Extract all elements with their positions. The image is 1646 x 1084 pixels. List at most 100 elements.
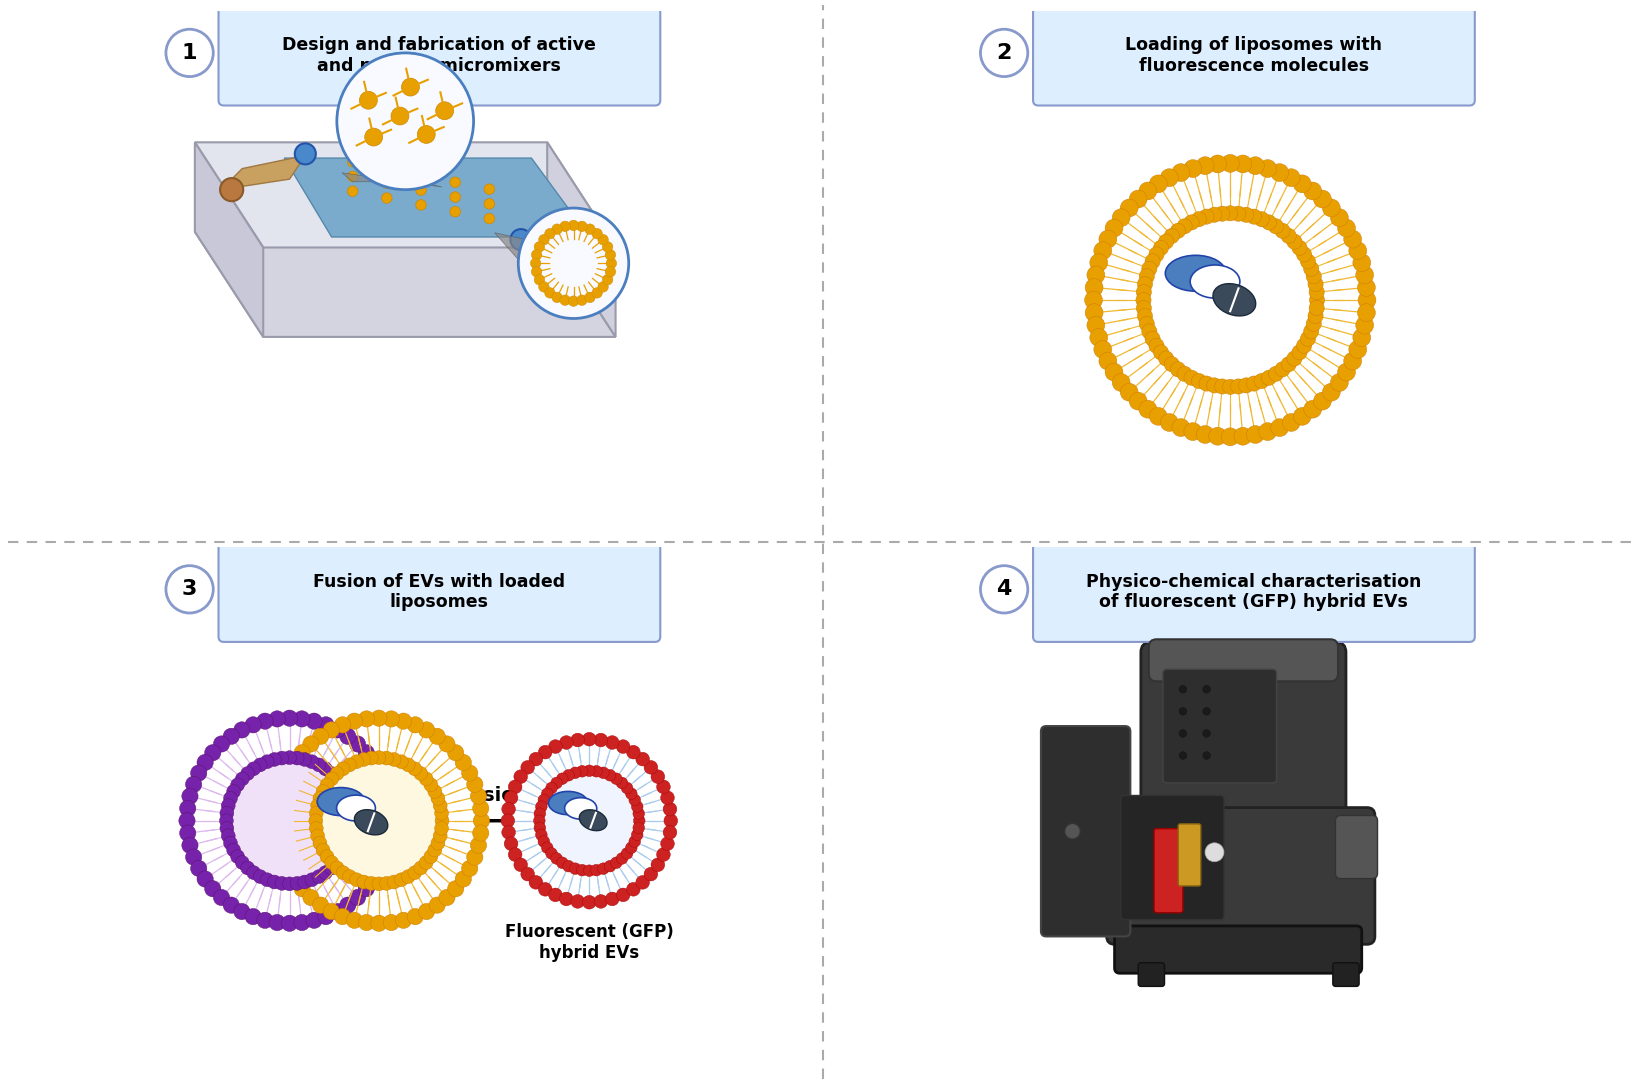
Circle shape: [538, 746, 551, 759]
Circle shape: [436, 102, 454, 119]
Circle shape: [1179, 707, 1188, 717]
Circle shape: [392, 107, 408, 125]
Circle shape: [1281, 229, 1297, 244]
Circle shape: [1136, 284, 1152, 299]
Circle shape: [981, 566, 1027, 612]
Circle shape: [1215, 379, 1230, 395]
Circle shape: [336, 866, 351, 879]
Circle shape: [1261, 215, 1277, 230]
Circle shape: [413, 766, 428, 780]
Circle shape: [1238, 378, 1254, 393]
Circle shape: [1136, 293, 1151, 308]
Circle shape: [268, 800, 285, 816]
Circle shape: [627, 746, 640, 759]
Circle shape: [543, 774, 635, 867]
FancyBboxPatch shape: [1114, 926, 1361, 973]
Circle shape: [563, 861, 574, 872]
Circle shape: [571, 733, 584, 747]
Circle shape: [514, 770, 528, 784]
Circle shape: [214, 889, 230, 905]
Text: Physico-chemical characterisation
of fluorescent (GFP) hybrid EVs: Physico-chemical characterisation of flu…: [1086, 572, 1422, 611]
Circle shape: [253, 758, 267, 772]
Circle shape: [1208, 155, 1226, 172]
Circle shape: [240, 861, 255, 875]
Polygon shape: [194, 142, 616, 247]
Circle shape: [280, 861, 296, 877]
Circle shape: [384, 813, 400, 829]
Circle shape: [1205, 843, 1225, 862]
Circle shape: [448, 745, 464, 761]
Circle shape: [1192, 373, 1207, 388]
Circle shape: [563, 770, 574, 782]
Circle shape: [324, 772, 339, 786]
Circle shape: [1358, 304, 1376, 322]
Circle shape: [560, 736, 573, 749]
Circle shape: [235, 772, 249, 786]
Circle shape: [1343, 230, 1361, 248]
Circle shape: [528, 876, 543, 889]
Circle shape: [1139, 182, 1157, 199]
Circle shape: [604, 861, 616, 872]
Circle shape: [309, 806, 323, 821]
Circle shape: [1297, 338, 1312, 353]
Circle shape: [329, 772, 344, 786]
Circle shape: [346, 806, 359, 821]
Circle shape: [530, 258, 542, 269]
Circle shape: [1129, 190, 1147, 208]
Circle shape: [1338, 363, 1355, 380]
Circle shape: [1146, 254, 1160, 269]
Circle shape: [224, 728, 239, 745]
Circle shape: [281, 915, 298, 931]
Circle shape: [1202, 751, 1211, 760]
Circle shape: [1314, 190, 1332, 208]
Circle shape: [1183, 423, 1202, 440]
Circle shape: [504, 736, 675, 905]
Circle shape: [347, 171, 357, 182]
Circle shape: [359, 711, 375, 727]
Circle shape: [1231, 206, 1246, 221]
Circle shape: [359, 880, 374, 896]
Circle shape: [186, 849, 202, 865]
Circle shape: [357, 875, 370, 889]
Ellipse shape: [1190, 264, 1239, 298]
Circle shape: [634, 808, 645, 820]
Circle shape: [329, 903, 346, 919]
Circle shape: [616, 853, 627, 864]
Circle shape: [425, 778, 438, 791]
Circle shape: [1259, 423, 1277, 440]
Circle shape: [1338, 219, 1355, 237]
Circle shape: [1353, 254, 1371, 272]
Circle shape: [339, 896, 356, 914]
Circle shape: [382, 193, 392, 204]
Circle shape: [257, 912, 273, 929]
Circle shape: [1149, 175, 1167, 193]
Circle shape: [1149, 247, 1164, 262]
Circle shape: [1100, 352, 1116, 370]
Circle shape: [247, 866, 260, 879]
Circle shape: [1281, 357, 1297, 372]
Circle shape: [546, 848, 558, 860]
Circle shape: [364, 877, 379, 890]
Circle shape: [471, 788, 487, 804]
Circle shape: [380, 788, 397, 804]
Circle shape: [1271, 164, 1289, 181]
Circle shape: [234, 722, 250, 738]
Circle shape: [342, 758, 357, 772]
Circle shape: [1121, 384, 1137, 401]
Circle shape: [1202, 684, 1211, 694]
Circle shape: [502, 802, 515, 816]
Circle shape: [1254, 211, 1269, 227]
Circle shape: [538, 234, 550, 245]
Circle shape: [268, 875, 281, 889]
Circle shape: [323, 903, 339, 919]
Circle shape: [416, 199, 426, 210]
Circle shape: [1197, 157, 1215, 175]
Circle shape: [359, 915, 375, 931]
Circle shape: [331, 861, 344, 875]
Circle shape: [240, 766, 255, 780]
Circle shape: [166, 566, 214, 612]
Circle shape: [418, 126, 435, 143]
Circle shape: [305, 754, 319, 769]
Circle shape: [280, 765, 296, 782]
Circle shape: [1154, 241, 1169, 256]
